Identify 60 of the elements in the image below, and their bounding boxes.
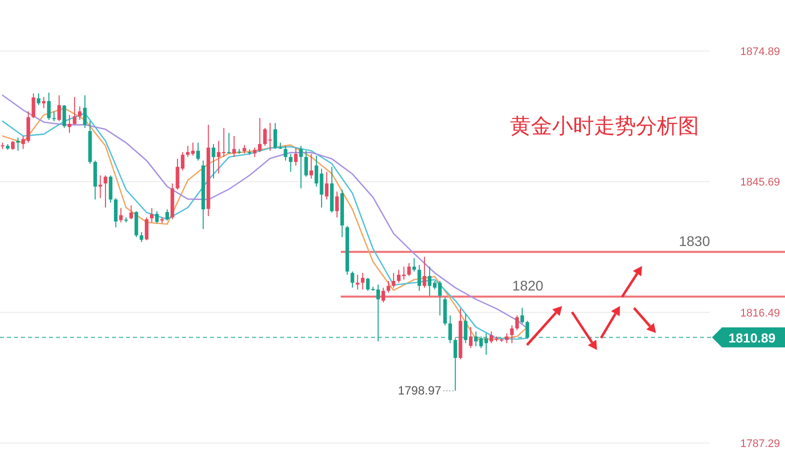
candlestick (140, 232, 144, 243)
candlestick (52, 110, 56, 122)
candlestick (294, 147, 298, 166)
candlestick (32, 92, 36, 119)
candlestick (47, 92, 51, 120)
candlestick (360, 272, 365, 290)
y-tick-label: 1787.29 (740, 438, 780, 450)
candlestick (299, 145, 303, 189)
candlestick (119, 208, 123, 223)
candlestick (309, 153, 314, 179)
candlestick (418, 264, 422, 292)
ref-line-label: 1820 (512, 278, 544, 294)
candlestick (78, 106, 82, 120)
candlestick (335, 190, 339, 218)
candlestick (42, 96, 46, 109)
candlestick (412, 258, 416, 272)
candlestick (114, 198, 118, 228)
candlestick (422, 256, 426, 288)
candlestick (350, 271, 354, 288)
text: 黄金小时走势分析图 (510, 115, 699, 138)
candlestick (520, 307, 524, 324)
y-tick-label: 1874.89 (740, 46, 780, 58)
candlestick (324, 171, 329, 200)
candlestick (273, 122, 278, 150)
candlestick (196, 142, 200, 162)
candlestick (36, 92, 40, 106)
candlestick (510, 324, 514, 344)
candlestick (212, 144, 216, 179)
candlestick (144, 216, 148, 241)
candlestick (468, 326, 473, 349)
candlestick (108, 174, 112, 204)
candlestick (72, 96, 76, 126)
candlestick (284, 145, 288, 162)
candlestick (304, 150, 308, 178)
candlestick (320, 168, 324, 208)
candlestick (392, 272, 396, 288)
candlestick (288, 153, 292, 172)
candlestick (150, 208, 154, 223)
candlestick (381, 287, 386, 303)
candlestick (407, 262, 411, 277)
candlestick (227, 132, 231, 154)
candlestick (386, 280, 390, 294)
candlestick (134, 210, 138, 238)
candlestick (57, 94, 61, 122)
candlestick (165, 208, 170, 222)
y-tick-label: 1816.49 (740, 307, 780, 320)
candlestick (83, 94, 87, 128)
candlestick (129, 204, 133, 220)
candlestick (155, 210, 159, 224)
candlestick (62, 104, 66, 128)
annotation: 1798.97 (398, 384, 442, 398)
ref-line-label: 1810.89 (728, 330, 776, 346)
candlestick (314, 155, 318, 188)
candlestick (232, 135, 236, 158)
y-tick-label: 1845.69 (740, 176, 780, 189)
ref-line-label: 1830 (678, 232, 710, 249)
candlestick (104, 174, 108, 208)
candlestick (16, 137, 20, 152)
candlestick (515, 314, 519, 331)
candlestick (68, 114, 72, 134)
